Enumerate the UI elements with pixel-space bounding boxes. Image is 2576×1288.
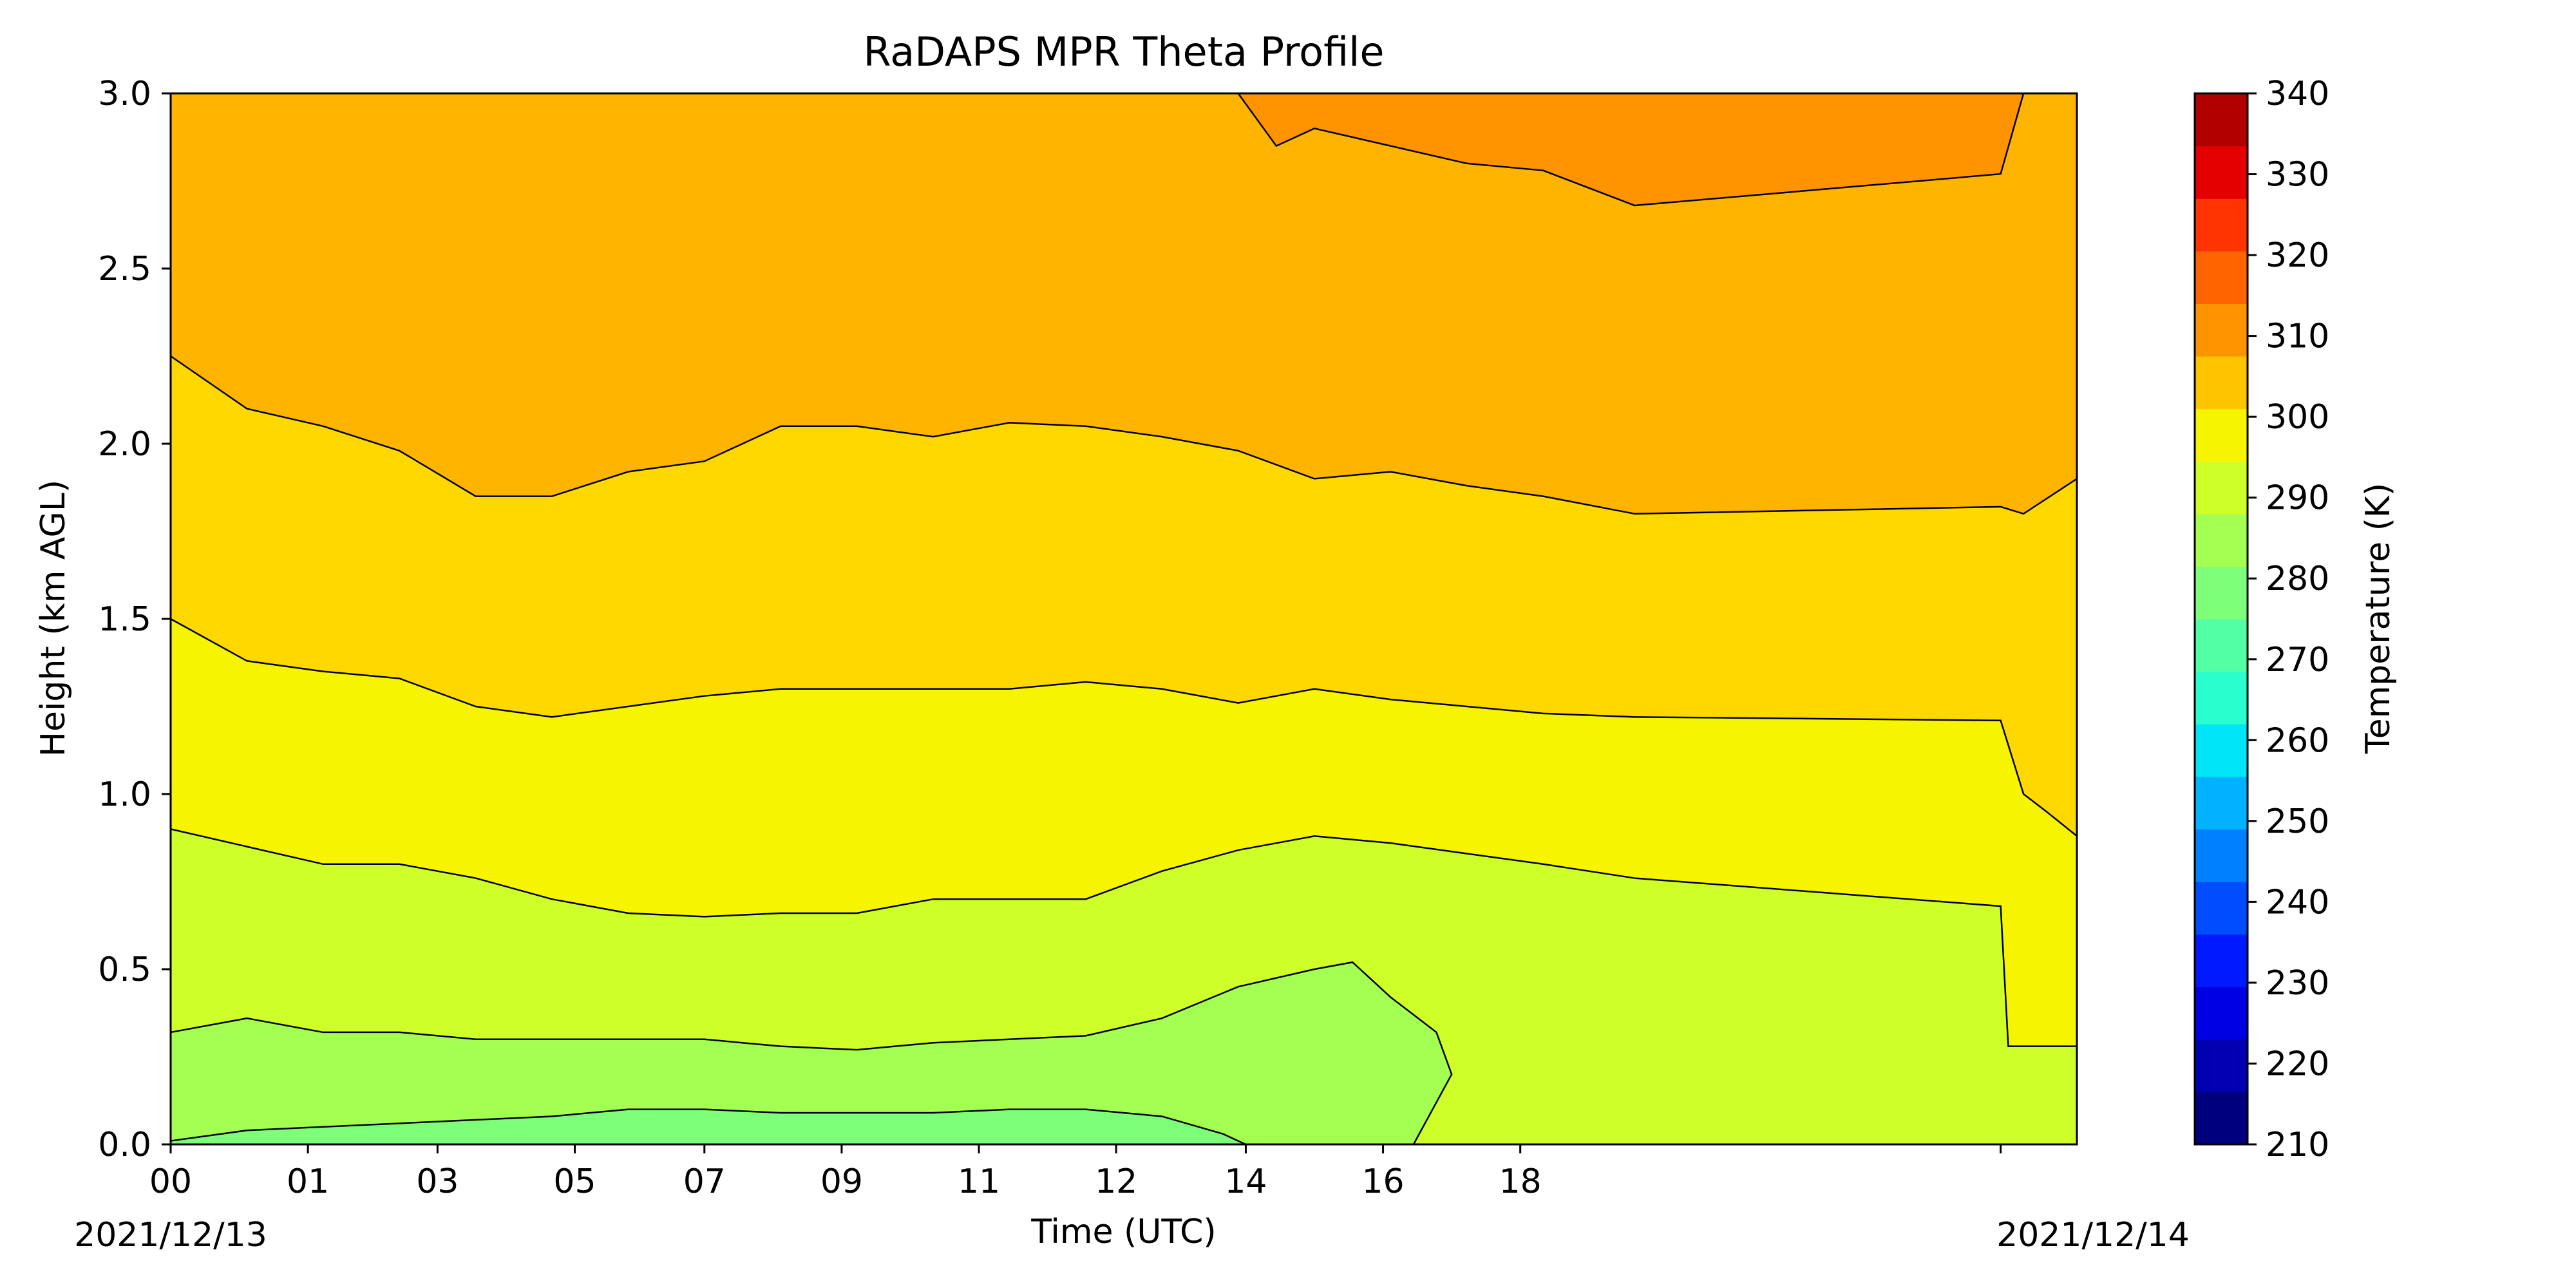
colorbar-frame: [2193, 92, 2249, 1146]
colorbar-tick-label: 330: [2266, 156, 2329, 194]
chart-title: RaDAPS MPR Theta Profile: [864, 28, 1385, 75]
x-axis: 00 01 03 05 07 09 11 12 14 16 18: [149, 1144, 2002, 1201]
colorbar-segment: [2195, 93, 2248, 147]
x-tick-label: 11: [958, 1162, 1000, 1201]
colorbar-tick-label: 290: [2266, 479, 2329, 518]
contour-295: [170, 618, 2078, 837]
colorbar-segment: [2195, 251, 2248, 304]
colorbar-tick-label: 270: [2266, 641, 2329, 679]
colorbar-tick-label: 220: [2266, 1045, 2329, 1083]
colorbar-tick-label: 230: [2266, 964, 2329, 1003]
x-tick-label: 18: [1499, 1162, 1542, 1201]
colorbar-segment: [2195, 671, 2248, 724]
colorbar-tick-label: 310: [2266, 317, 2329, 356]
y-tick-label: 2.0: [98, 425, 151, 464]
x-tick-label: 12: [1095, 1162, 1137, 1201]
colorbar-tick-label: 280: [2266, 560, 2329, 598]
contour-290: [170, 828, 2077, 1047]
x-tick-label: 09: [820, 1162, 863, 1201]
band-below-280: [171, 1109, 1246, 1144]
x-axis-label: Time (UTC): [1030, 1213, 1216, 1251]
x-tick-label: 01: [287, 1162, 329, 1201]
date-end-label: 2021/12/14: [1996, 1216, 2190, 1255]
colorbar-segment: [2195, 1092, 2248, 1145]
band-below-285: [171, 962, 1452, 1144]
x-tick-label: 00: [149, 1162, 192, 1201]
colorbar-segment: [2195, 303, 2248, 357]
contour-300: [170, 355, 2078, 515]
x-tick-label: 07: [683, 1162, 726, 1201]
y-tick-label: 0.0: [98, 1126, 151, 1164]
x-tick-label: 16: [1361, 1162, 1404, 1201]
colorbar-segment: [2195, 198, 2248, 252]
colorbar-segment: [2195, 146, 2248, 199]
band-305-310: [1238, 93, 2024, 206]
x-tick-label: 05: [553, 1162, 596, 1201]
colorbar-segment: [2195, 513, 2248, 567]
colorbar-tick-label: 250: [2266, 802, 2329, 841]
colorbar-tick-label: 210: [2266, 1126, 2329, 1164]
x-tick-label: 14: [1224, 1162, 1267, 1201]
contour-lines: [170, 93, 2078, 1146]
colorbar: 210 220 230 240 250 260 270 280 290 300 310 320 330 3…: [2193, 75, 2329, 1164]
colorbar-segment: [2195, 829, 2248, 882]
colorbar-segment: [2195, 882, 2248, 935]
colorbar-segment: [2195, 934, 2248, 987]
colorbar-tick-label: 300: [2266, 398, 2329, 437]
colorbar-segment: [2195, 566, 2248, 620]
colorbar-tick-label: 240: [2266, 883, 2329, 922]
colorbar-segment: [2195, 408, 2248, 462]
colorbar-segment: [2195, 987, 2248, 1040]
colorbar-segment: [2195, 1039, 2248, 1092]
temperature-bands: [171, 93, 2077, 1144]
y-tick-label: 1.0: [98, 775, 151, 814]
colorbar-segment: [2195, 776, 2248, 829]
y-tick-label: 2.5: [98, 250, 151, 289]
date-start-label: 2021/12/13: [74, 1216, 267, 1255]
x-tick-label: 03: [416, 1162, 459, 1201]
colorbar-segment: [2195, 619, 2248, 672]
contour-305: [1237, 93, 2025, 207]
colorbar-label: Temperature (K): [2359, 483, 2398, 755]
colorbar-tick-label: 320: [2266, 236, 2329, 275]
plot-area: [169, 92, 2078, 1146]
colorbar-tick-label: 340: [2266, 75, 2329, 113]
y-tick-label: 1.5: [98, 600, 151, 639]
colorbar-segment: [2195, 461, 2248, 515]
y-axis-label: Height (km AGL): [34, 480, 73, 757]
contour-280: [170, 1108, 1246, 1146]
y-axis: 0.0 0.5 1.0 1.5 2.0 2.5 3.0: [98, 75, 171, 1164]
colorbar-segment: [2195, 724, 2248, 777]
colorbar-tick-label: 260: [2266, 721, 2329, 760]
y-tick-label: 3.0: [98, 75, 151, 113]
contour-285: [170, 961, 1453, 1145]
colorbar-segment: [2195, 356, 2248, 410]
y-tick-label: 0.5: [98, 951, 151, 989]
